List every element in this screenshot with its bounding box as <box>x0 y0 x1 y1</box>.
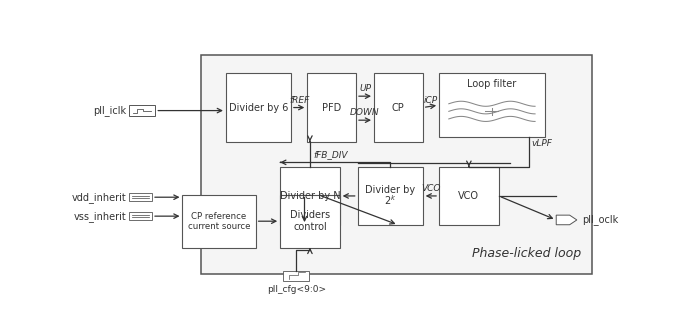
Text: pll_oclk: pll_oclk <box>582 215 619 225</box>
Text: Divider by 6: Divider by 6 <box>229 103 288 113</box>
Bar <box>307 73 356 142</box>
Text: Dividers
control: Dividers control <box>290 210 330 232</box>
Text: DOWN: DOWN <box>350 108 380 117</box>
Bar <box>439 73 545 136</box>
Bar <box>284 271 309 280</box>
Text: pll_iclk: pll_iclk <box>93 105 127 116</box>
Text: vdd_inherit: vdd_inherit <box>72 192 127 203</box>
Text: CP: CP <box>392 103 405 113</box>
Text: Divider by N: Divider by N <box>279 191 340 201</box>
Text: fFB_DIV: fFB_DIV <box>313 150 348 159</box>
Bar <box>358 167 423 225</box>
Text: iCP: iCP <box>424 95 438 105</box>
Bar <box>183 195 256 248</box>
Text: CP reference
current source: CP reference current source <box>188 212 251 231</box>
Bar <box>439 167 498 225</box>
Text: VCO: VCO <box>458 191 480 201</box>
Bar <box>130 212 152 220</box>
Bar <box>374 73 423 142</box>
Text: Divider by: Divider by <box>365 185 415 195</box>
Text: VCO: VCO <box>421 184 441 193</box>
Bar <box>280 167 340 225</box>
Text: vLPF: vLPF <box>531 139 552 148</box>
Bar <box>130 105 155 116</box>
Text: Loop filter: Loop filter <box>468 79 517 89</box>
Text: vss_inherit: vss_inherit <box>74 211 127 222</box>
Bar <box>280 195 340 248</box>
Text: UP: UP <box>359 84 371 93</box>
Text: PFD: PFD <box>322 103 342 113</box>
Text: fREF: fREF <box>289 95 309 105</box>
Bar <box>226 73 291 142</box>
Bar <box>130 193 152 201</box>
Polygon shape <box>556 215 577 225</box>
Text: $2^k$: $2^k$ <box>384 193 396 207</box>
Bar <box>202 54 592 274</box>
Text: Phase-licked loop: Phase-licked loop <box>472 247 581 260</box>
Text: pll_cfg<9:0>: pll_cfg<9:0> <box>267 285 326 294</box>
